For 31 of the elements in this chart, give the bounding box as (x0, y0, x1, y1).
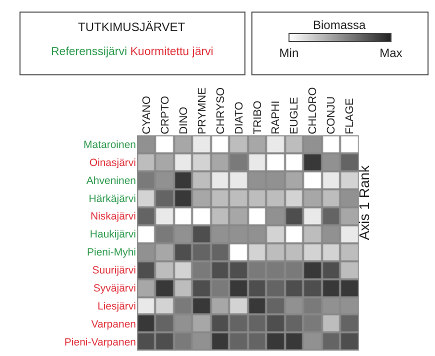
y-tick-label: Niskajärvi (90, 210, 136, 223)
y-tick-label: Pieni-Varpanen (64, 336, 136, 348)
text: Kuormitettu järvi (130, 46, 214, 58)
y-tick-label: Mataroinen (83, 138, 136, 151)
x-tick-label: PRYMNE (196, 87, 208, 134)
color-bar-label: Min (279, 46, 299, 60)
x-tick-label: TRIBO (252, 100, 264, 134)
y-tick-label: Syväjärvi (93, 282, 136, 295)
y-tick-label: Varpanen (91, 318, 136, 330)
x-tick-label: CHRYSO (214, 86, 227, 134)
y-tick-label: Härkäjärvi (88, 192, 136, 205)
color-bar-label: Max (380, 46, 402, 60)
legend-title: TUTKIMUSJÄRVET (78, 20, 186, 34)
y-tick-label: Suurijärvi (92, 264, 136, 277)
y-tick-label: Pieni-Myhi (87, 246, 136, 259)
x-tick-label: RAPHI (270, 100, 282, 134)
x-tick-label: FLAGE (344, 98, 356, 134)
text: Referenssijärvi (51, 46, 128, 58)
x-tick-label: DIATO (233, 101, 246, 134)
y-tick-label: Oinasjärvi (89, 156, 136, 169)
y-tick-label: Ahveninen (86, 174, 136, 187)
x-tick-label: CHLORO (307, 86, 320, 134)
y-tick-label: Liesjärvi (98, 300, 136, 312)
y-tick-label: Haukijärvi (90, 228, 136, 241)
x-tick-label: CYANO (140, 96, 153, 134)
x-tick-label: CRPTO (159, 96, 172, 134)
x-tick-label: DINO (178, 106, 190, 134)
color-bar-title: Biomassa (313, 18, 366, 32)
y2-axis-title: Axis 1 Rank (356, 164, 372, 240)
x-tick-label: EUGLE (288, 96, 301, 134)
x-tick-label: CONJU (326, 96, 338, 134)
